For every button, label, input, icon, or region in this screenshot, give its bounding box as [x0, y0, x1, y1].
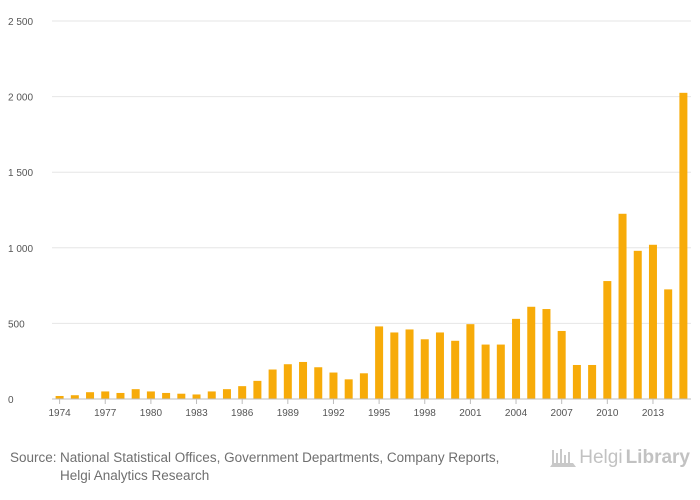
- x-tick-label-2007: 2007: [551, 408, 574, 419]
- bar-2015: [679, 92, 688, 399]
- x-tick-label-2013: 2013: [642, 408, 665, 419]
- bar-1992: [329, 372, 338, 399]
- source-label: Source:: [10, 450, 57, 465]
- y-tick-label-1500: 1 500: [8, 168, 33, 179]
- bar-1976: [86, 392, 95, 399]
- bar-1990: [299, 361, 308, 399]
- y-tick-label-2000: 2 000: [8, 93, 33, 104]
- x-tick-label-1986: 1986: [231, 408, 254, 419]
- logo-text-helgi: Helgi: [579, 447, 623, 468]
- bar-2003: [496, 344, 505, 399]
- x-tick-label-1992: 1992: [322, 408, 345, 419]
- bar-1986: [238, 386, 247, 399]
- source-text-line-1: National Statistical Offices, Government…: [60, 450, 500, 465]
- source-note: Source: National Statistical Offices, Gov…: [10, 449, 550, 485]
- x-tick-label-1983: 1983: [185, 408, 208, 419]
- bar-1974: [55, 395, 64, 399]
- bar-series: [55, 92, 688, 399]
- gridlines: [52, 20, 691, 324]
- x-tick-label-2010: 2010: [596, 408, 619, 419]
- bar-1982: [177, 393, 186, 399]
- bar-2009: [588, 364, 597, 399]
- bar-2008: [572, 364, 581, 399]
- bar-1997: [405, 329, 414, 399]
- bar-1975: [70, 395, 79, 399]
- bar-2012: [633, 250, 642, 399]
- bar-1988: [268, 369, 277, 399]
- bar-1998: [420, 339, 429, 399]
- bar-1987: [253, 380, 262, 399]
- bar-2007: [557, 330, 566, 399]
- source-text-line-2: Helgi Analytics Research: [60, 468, 210, 483]
- bar-1985: [222, 389, 231, 399]
- x-tick-label-1998: 1998: [414, 408, 437, 419]
- bar-1996: [390, 332, 399, 399]
- bar-1978: [116, 392, 125, 399]
- bar-1980: [146, 391, 155, 399]
- bar-1984: [207, 391, 216, 399]
- bar-1981: [162, 392, 171, 399]
- bar-2006: [542, 309, 551, 399]
- logo-text-library: Library: [625, 447, 690, 468]
- bar-2013: [648, 244, 657, 399]
- factory-icon: [550, 449, 577, 467]
- bar-1993: [344, 379, 353, 399]
- bar-1989: [283, 364, 292, 399]
- bar-2005: [527, 306, 536, 399]
- x-tick-label-1995: 1995: [368, 408, 391, 419]
- bar-2014: [664, 289, 673, 399]
- bar-2001: [466, 324, 475, 399]
- bar-1991: [314, 367, 323, 399]
- bar-1994: [359, 373, 368, 399]
- bar-2004: [512, 318, 521, 399]
- bar-1999: [435, 332, 444, 399]
- y-tick-label-0: 0: [8, 395, 14, 406]
- bar-1983: [192, 394, 201, 399]
- y-tick-label-2500: 2 500: [8, 17, 33, 28]
- y-axis-ticks: 0 500 1 000 1 500 2 000 2 500: [8, 17, 33, 406]
- bar-1995: [375, 326, 384, 399]
- x-tick-label-2004: 2004: [505, 408, 528, 419]
- x-tick-label-2001: 2001: [459, 408, 482, 419]
- bar-1977: [101, 391, 110, 399]
- y-tick-label-500: 500: [8, 319, 25, 330]
- x-tick-label-1977: 1977: [94, 408, 117, 419]
- y-tick-label-1000: 1 000: [8, 244, 33, 255]
- x-tick-label-1974: 1974: [48, 408, 71, 419]
- bar-chart: 1974 1977 1980 1983 1986 1989 1992 1995 1998 2001…: [8, 17, 691, 419]
- x-tick-label-1980: 1980: [140, 408, 163, 419]
- x-tick-label-1989: 1989: [277, 408, 300, 419]
- bar-2000: [451, 340, 460, 399]
- bar-2010: [603, 281, 612, 399]
- bar-2002: [481, 344, 490, 399]
- bar-1979: [131, 389, 140, 399]
- helgi-library-logo: Helgi Library: [550, 447, 690, 469]
- bar-2011: [618, 213, 627, 399]
- x-axis-ticks: 1974 1977 1980 1983 1986 1989 1992 1995 1998 2001…: [48, 399, 665, 419]
